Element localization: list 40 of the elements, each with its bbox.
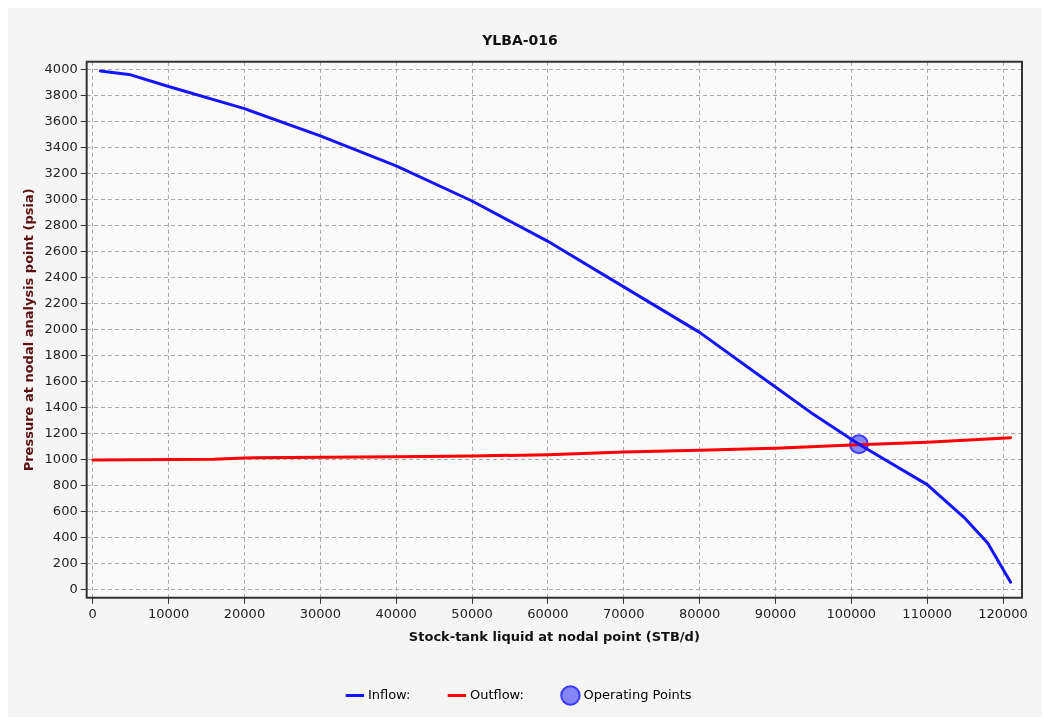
y-tick-label: 2600 <box>44 243 78 259</box>
y-tick-label: 1800 <box>44 347 78 363</box>
y-tick-label: 600 <box>52 503 78 519</box>
x-tick-label: 0 <box>88 605 97 621</box>
y-tick-label: 2800 <box>44 217 78 233</box>
x-tick-label: 60000 <box>527 605 569 621</box>
y-tick-label: 800 <box>52 477 78 493</box>
x-tick-label: 40000 <box>375 605 417 621</box>
y-tick-label: 1200 <box>44 425 78 441</box>
y-tick-label: 3000 <box>44 191 78 207</box>
y-tick-label: 3400 <box>44 139 78 155</box>
x-tick-label: 120000 <box>978 605 1028 621</box>
x-tick-label: 80000 <box>678 605 721 621</box>
y-tick-label: 4000 <box>44 60 78 76</box>
y-tick-label: 1000 <box>44 451 78 467</box>
x-tick-label: 110000 <box>902 605 952 621</box>
x-tick-label: 50000 <box>451 605 493 621</box>
x-axis-title: Stock-tank liquid at nodal point (STB/d) <box>408 628 700 644</box>
y-tick-label: 200 <box>52 555 78 571</box>
legend-label: Operating Points <box>583 686 692 702</box>
legend-label: Outflow: <box>469 686 524 702</box>
x-tick-label: 10000 <box>147 605 190 621</box>
y-tick-label: 2200 <box>44 295 78 311</box>
y-tick-label: 3800 <box>44 87 78 102</box>
y-tick-label: 0 <box>69 581 78 597</box>
y-axis-title: Pressure at nodal analysis point (psia) <box>21 188 37 472</box>
y-tick-label: 400 <box>52 529 78 545</box>
chart-title: YLBA-016 <box>481 32 558 49</box>
y-tick-label: 2400 <box>44 269 78 285</box>
y-tick-label: 3200 <box>44 165 78 181</box>
y-tick-label: 2000 <box>44 321 78 337</box>
x-tick-label: 30000 <box>299 605 341 621</box>
legend-label: Inflow: <box>367 686 411 702</box>
y-tick-label: 3600 <box>44 113 78 129</box>
x-tick-label: 70000 <box>603 605 645 621</box>
x-tick-label: 90000 <box>754 605 797 621</box>
y-tick-label: 1400 <box>44 399 78 415</box>
x-tick-label: 20000 <box>223 605 266 621</box>
y-tick-label: 1600 <box>44 373 78 389</box>
x-tick-label: 100000 <box>826 605 877 621</box>
